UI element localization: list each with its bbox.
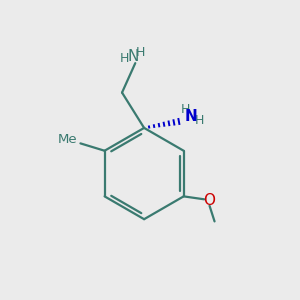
Text: O: O [203,193,215,208]
Text: Me: Me [57,133,77,146]
Text: H: H [194,114,204,127]
Text: H: H [136,46,145,59]
Text: N: N [127,49,139,64]
Text: H: H [181,103,190,116]
Text: N: N [185,109,198,124]
Text: H: H [119,52,129,65]
